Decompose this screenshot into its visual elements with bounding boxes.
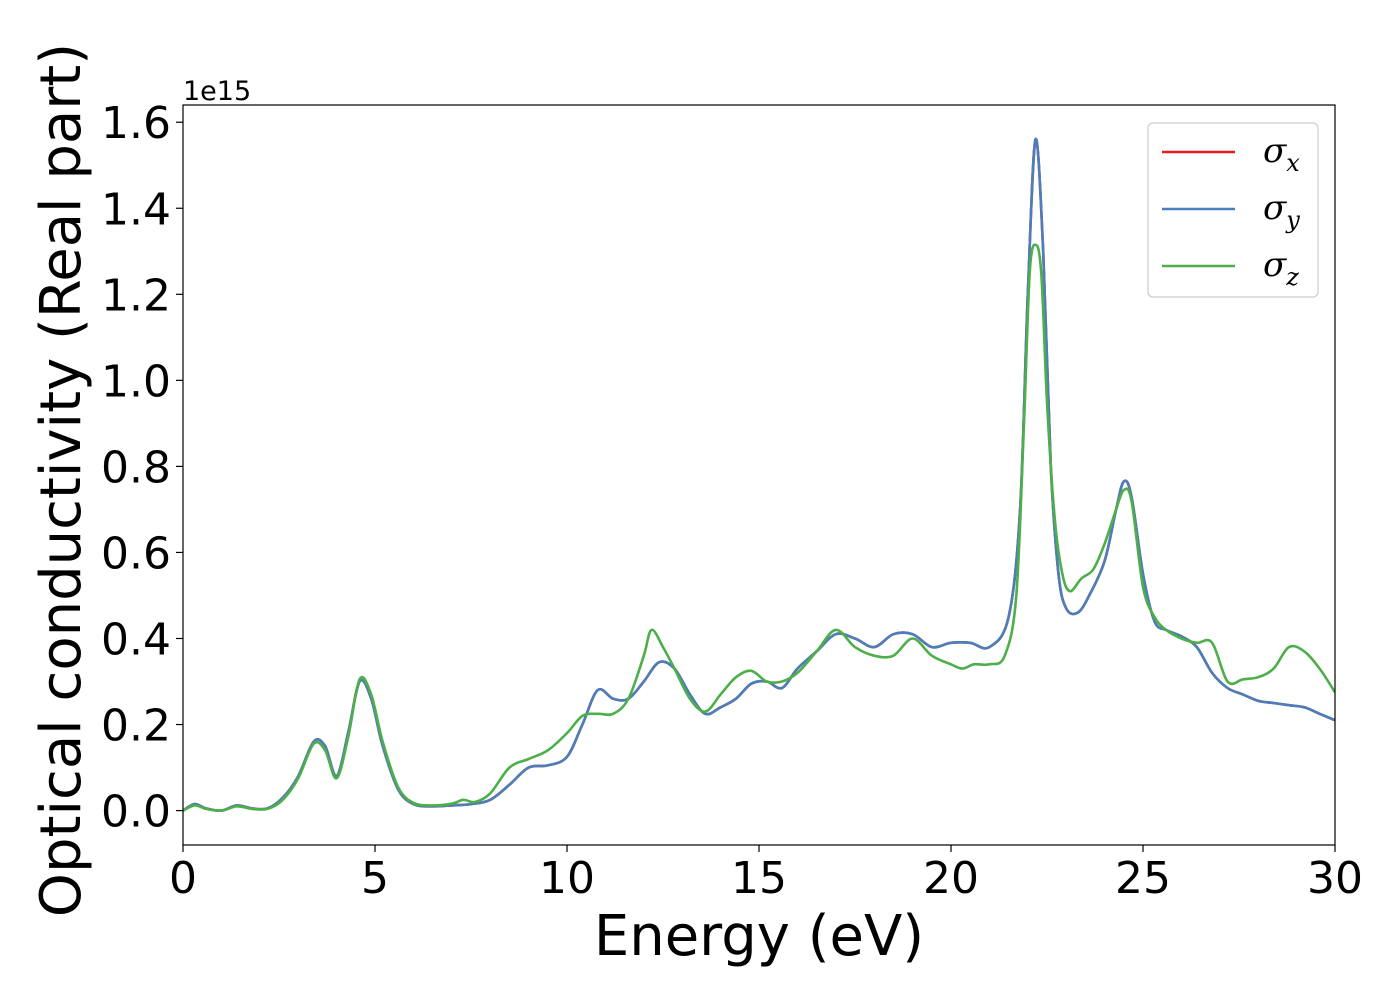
y-tick-label: 0.4 (101, 614, 171, 665)
y-tick-label: 0.2 (101, 701, 171, 752)
x-tick-label: 30 (1307, 853, 1363, 904)
x-tick-label: 20 (923, 853, 979, 904)
legend-label-x: σx (1263, 131, 1300, 177)
x-tick-label: 0 (169, 853, 197, 904)
legend-label-y: σy (1263, 188, 1300, 234)
x-tick-label: 15 (731, 853, 787, 904)
y-tick-label: 0.8 (101, 442, 171, 493)
x-axis: 0 5 10 15 20 25 30 (169, 845, 1363, 904)
legend-label-z: σz (1263, 245, 1299, 291)
y-tick-label: 1.2 (101, 270, 171, 321)
y-axis-title: Optical conductivity (Real part) (29, 43, 94, 917)
legend: σx σy σz (1147, 122, 1319, 298)
y-tick-label: 0.0 (101, 787, 171, 838)
plot-layer (183, 137, 1335, 812)
y-tick-label: 1.4 (101, 184, 171, 235)
x-tick-label: 10 (539, 853, 595, 904)
y-tick-label: 0.6 (101, 528, 171, 579)
x-axis-title: Energy (eV) (594, 904, 924, 969)
y-tick-label: 1.6 (101, 98, 171, 149)
y-axis-offset-label: 1e15 (183, 76, 251, 107)
series-line-z (183, 243, 1335, 812)
y-tick-label: 1.0 (101, 356, 171, 407)
x-tick-label: 25 (1115, 853, 1171, 904)
x-tick-label: 5 (361, 853, 389, 904)
y-axis: 0.0 0.2 0.4 0.6 0.8 1.0 1.2 1.4 1.6 (101, 98, 183, 838)
